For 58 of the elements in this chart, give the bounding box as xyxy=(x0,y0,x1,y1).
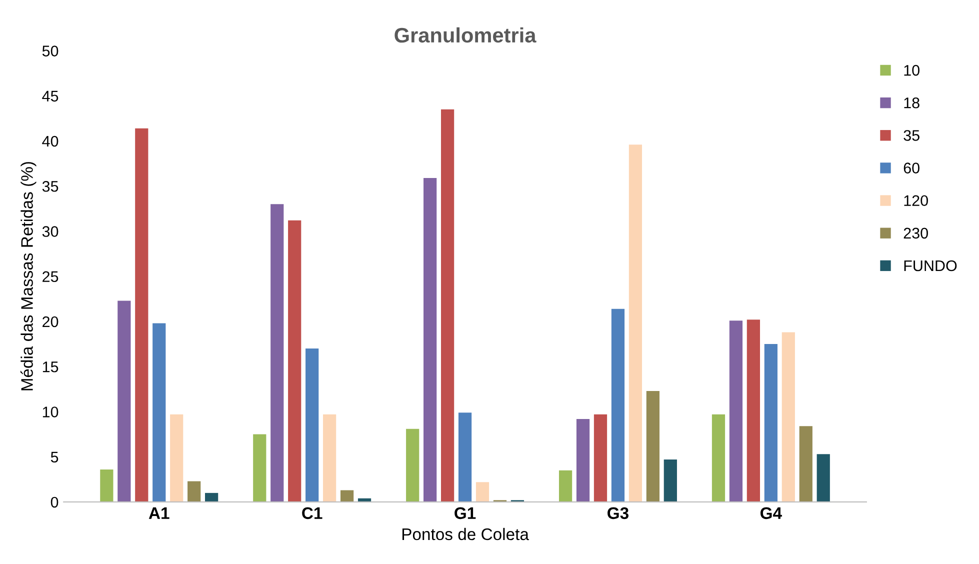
y-tick-label: 40 xyxy=(42,136,58,147)
bar xyxy=(628,144,642,502)
y-axis-title: Média das Massas Retidas (%) xyxy=(20,162,36,390)
y-tick-label: 10 xyxy=(42,406,58,418)
bar xyxy=(664,460,677,502)
bar xyxy=(440,109,454,502)
bar xyxy=(799,426,812,502)
bar xyxy=(729,320,743,502)
y-tick-label: 15 xyxy=(42,362,58,372)
bar xyxy=(270,204,284,502)
y-tick-label: 0 xyxy=(50,496,58,508)
bar xyxy=(646,390,660,502)
bar xyxy=(712,414,726,502)
bar xyxy=(594,414,608,502)
legend-label: 10 xyxy=(904,64,920,76)
bar xyxy=(406,428,420,502)
bar xyxy=(188,481,201,502)
bar xyxy=(746,320,760,502)
bar xyxy=(558,470,572,502)
legend-label: 18 xyxy=(904,97,920,108)
bar xyxy=(816,454,830,502)
bar xyxy=(476,482,490,502)
y-tick-label: 45 xyxy=(42,90,58,102)
legend-label: FUNDO xyxy=(904,260,957,272)
legend-label: 120 xyxy=(904,195,928,206)
bar xyxy=(782,332,795,502)
y-tick-label: 30 xyxy=(42,226,58,237)
x-tick-label: G4 xyxy=(760,507,782,520)
bar xyxy=(306,348,319,502)
y-tick-label: 5 xyxy=(50,452,58,463)
bar xyxy=(118,300,131,502)
x-tick-label: C1 xyxy=(302,507,322,520)
bar xyxy=(152,323,166,502)
legend-label: 60 xyxy=(904,162,920,174)
bar xyxy=(135,128,148,502)
legend-label: 35 xyxy=(904,130,920,141)
x-tick-label: G1 xyxy=(454,507,476,520)
x-tick-label: A1 xyxy=(148,507,170,519)
bar xyxy=(170,414,184,502)
bar xyxy=(323,414,336,502)
bar xyxy=(340,490,354,502)
x-tick-label: G3 xyxy=(608,507,628,520)
bar xyxy=(611,308,625,502)
bar xyxy=(253,434,266,502)
y-tick-label: 25 xyxy=(42,271,58,282)
bar xyxy=(205,492,218,502)
bar xyxy=(424,178,437,502)
bar xyxy=(100,469,114,502)
y-tick-label: 35 xyxy=(42,180,58,192)
x-axis-title: Pontos de Coleta xyxy=(402,528,529,540)
bar xyxy=(764,344,778,502)
bar xyxy=(576,418,590,502)
legend-label: 230 xyxy=(904,228,928,239)
chart-title: Granulometria xyxy=(394,27,536,43)
y-tick-label: 50 xyxy=(42,46,58,56)
bar xyxy=(458,412,472,502)
bar xyxy=(288,220,302,502)
y-tick-label: 20 xyxy=(42,316,58,328)
